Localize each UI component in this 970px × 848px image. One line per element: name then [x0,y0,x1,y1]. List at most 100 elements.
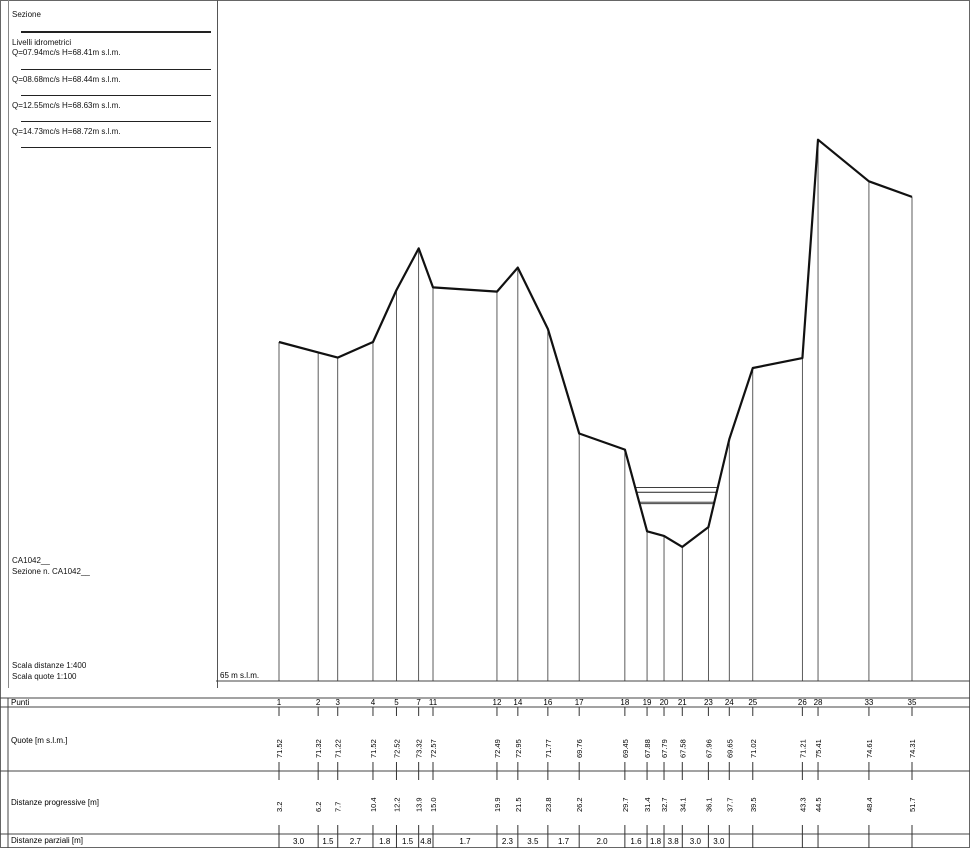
point-label: 25 [748,698,757,707]
point-label: 33 [864,698,873,707]
parz-label: 1.8 [650,837,662,846]
prog-label: 48.4 [865,797,874,812]
section-code: CA1042__ [12,556,50,565]
quote-label: 71.32 [314,739,323,758]
parz-label: 2.3 [502,837,514,846]
point-label: 5 [394,698,399,707]
quote-label: 71.77 [544,739,553,758]
level-rule [21,69,211,70]
quote-label: 67.88 [643,739,652,758]
parz-label: 1.5 [322,837,334,846]
quote-label: 71.22 [334,739,343,758]
parz-label: 4.8 [420,837,432,846]
sidebar-title: Sezione [12,10,41,19]
quote-label: 69.76 [575,739,584,758]
quote-label: 73.32 [415,739,424,758]
quote-label: 69.65 [725,739,734,758]
ground-profile-line [278,138,913,548]
row-label-points: Punti [11,698,29,707]
quote-label: 67.96 [704,739,713,758]
quote-label: 72.57 [429,739,438,758]
prog-label: 26.2 [575,797,584,812]
parz-label: 2.0 [596,837,608,846]
prog-label: 44.5 [814,797,823,812]
quote-label: 67.79 [660,739,669,758]
parz-label: 3.0 [293,837,305,846]
quote-label: 67.58 [678,739,687,758]
point-label: 7 [416,698,421,707]
legend-sidebar: Sezione Livelli idrometrici Q=07.94mc/s … [8,0,218,688]
row-label-quote: Quote [m s.l.m.] [11,736,67,745]
parz-label: 2.7 [350,837,362,846]
point-label: 4 [371,698,376,707]
point-label: 20 [660,698,669,707]
prog-label: 15.0 [429,797,438,812]
prog-label: 12.2 [392,797,401,812]
datum-label: 65 m s.l.m. [220,671,259,680]
prog-label: 43.3 [798,797,807,812]
parz-label: 3.0 [713,837,725,846]
level-rule [21,147,211,148]
level-entry: Q=14.73mc/s H=68.72m s.l.m. [12,127,121,136]
scale-distances: Scala distanze 1:400 [12,661,87,670]
quote-label: 72.95 [514,739,523,758]
parz-label: 1.7 [459,837,471,846]
parz-label: 3.0 [690,837,702,846]
quote-label: 71.02 [749,739,758,758]
prog-label: 32.7 [660,797,669,812]
parz-label: 1.6 [630,837,642,846]
parz-label: 3.5 [527,837,539,846]
row-label-prog: Distanze progressive [m] [11,798,99,807]
prog-label: 51.7 [908,797,917,812]
levels-title: Livelli idrometrici [12,38,72,47]
parz-label: 1.5 [402,837,414,846]
point-label: 19 [643,698,652,707]
prog-label: 36.1 [704,797,713,812]
quote-label: 72.52 [392,739,401,758]
section-name: Sezione n. CA1042__ [12,567,90,576]
point-label: 24 [725,698,734,707]
prog-label: 21.5 [514,797,523,812]
level-entry: Q=07.94mc/s H=68.41m s.l.m. [12,48,121,57]
point-label: 21 [678,698,687,707]
point-label: 16 [543,698,552,707]
point-label: 28 [814,698,823,707]
point-label: 26 [798,698,807,707]
sidebar-title-rule [21,31,211,33]
parz-label: 1.7 [558,837,570,846]
point-label: 18 [620,698,629,707]
quote-label: 75.41 [814,739,823,758]
quote-label: 71.52 [369,739,378,758]
row-label-parz: Distanze parziali [m] [11,836,83,845]
point-label: 1 [277,698,282,707]
quote-label: 71.21 [798,739,807,758]
prog-label: 6.2 [314,802,323,812]
parz-label: 1.8 [379,837,391,846]
quote-label: 74.61 [865,739,874,758]
prog-label: 23.8 [544,797,553,812]
level-rule [21,121,211,122]
prog-label: 13.9 [415,797,424,812]
quote-label: 69.45 [621,739,630,758]
prog-label: 7.7 [334,802,343,812]
quote-label: 71.52 [275,739,284,758]
point-label: 3 [336,698,341,707]
prog-label: 19.9 [493,797,502,812]
point-label: 11 [429,698,438,707]
point-label: 23 [704,698,713,707]
level-entry: Q=12.55mc/s H=68.63m s.l.m. [12,101,121,110]
parz-label: 3.8 [668,837,680,846]
prog-label: 31.4 [643,797,652,812]
point-label: 35 [908,698,917,707]
prog-label: 10.4 [369,797,378,812]
prog-label: 29.7 [621,797,630,812]
level-rule [21,95,211,96]
level-entry: Q=08.68mc/s H=68.44m s.l.m. [12,75,121,84]
prog-label: 3.2 [275,802,284,812]
point-label: 14 [513,698,522,707]
point-label: 12 [493,698,502,707]
prog-label: 39.5 [749,797,758,812]
prog-label: 34.1 [678,797,687,812]
prog-label: 37.7 [725,797,734,812]
